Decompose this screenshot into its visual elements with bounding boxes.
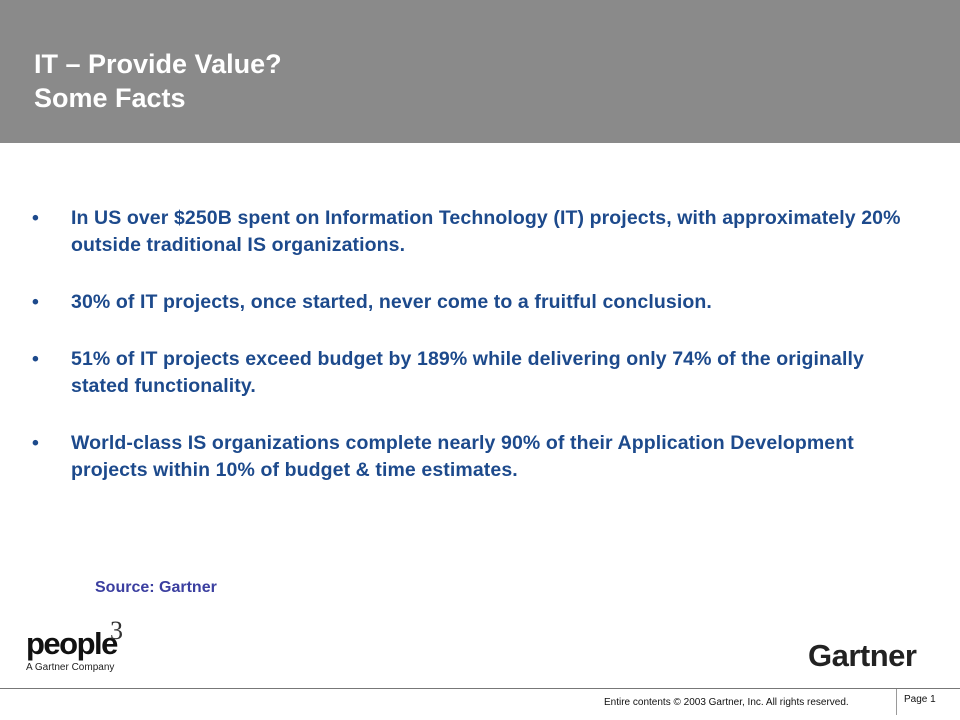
title-line-2: Some Facts: [34, 83, 186, 113]
bullet-dot: •: [32, 432, 39, 454]
page-number-divider: [896, 689, 897, 715]
gartner-logo: Gartner: [808, 638, 917, 673]
people3-logo: people 3 A Gartner Company: [26, 616, 136, 678]
bullet-list: • In US over $250B spent on Information …: [32, 205, 912, 514]
bullet-item: • 51% of IT projects exceed budget by 18…: [32, 346, 912, 400]
bullet-text: 30% of IT projects, once started, never …: [71, 291, 712, 313]
bullet-text: In US over $250B spent on Information Te…: [71, 207, 901, 256]
bullet-dot: •: [32, 291, 39, 313]
people3-tagline: A Gartner Company: [26, 662, 115, 673]
bullet-dot: •: [32, 207, 39, 229]
page-number: Page 1: [904, 694, 936, 705]
footer-divider: [0, 688, 960, 689]
header-banner: IT – Provide Value? Some Facts: [0, 0, 960, 143]
source-citation: Source: Gartner: [95, 579, 217, 596]
bullet-text: World-class IS organizations complete ne…: [71, 432, 854, 481]
people3-superscript: 3: [110, 616, 123, 645]
people3-wordmark: people: [26, 626, 118, 661]
copyright-notice: Entire contents © 2003 Gartner, Inc. All…: [604, 697, 849, 708]
bullet-item: • In US over $250B spent on Information …: [32, 205, 912, 259]
bullet-text: 51% of IT projects exceed budget by 189%…: [71, 348, 864, 397]
bullet-item: • 30% of IT projects, once started, neve…: [32, 289, 912, 316]
bullet-item: • World-class IS organizations complete …: [32, 430, 912, 484]
slide-title: IT – Provide Value? Some Facts: [34, 47, 282, 115]
bullet-dot: •: [32, 348, 39, 370]
title-line-1: IT – Provide Value?: [34, 49, 282, 79]
